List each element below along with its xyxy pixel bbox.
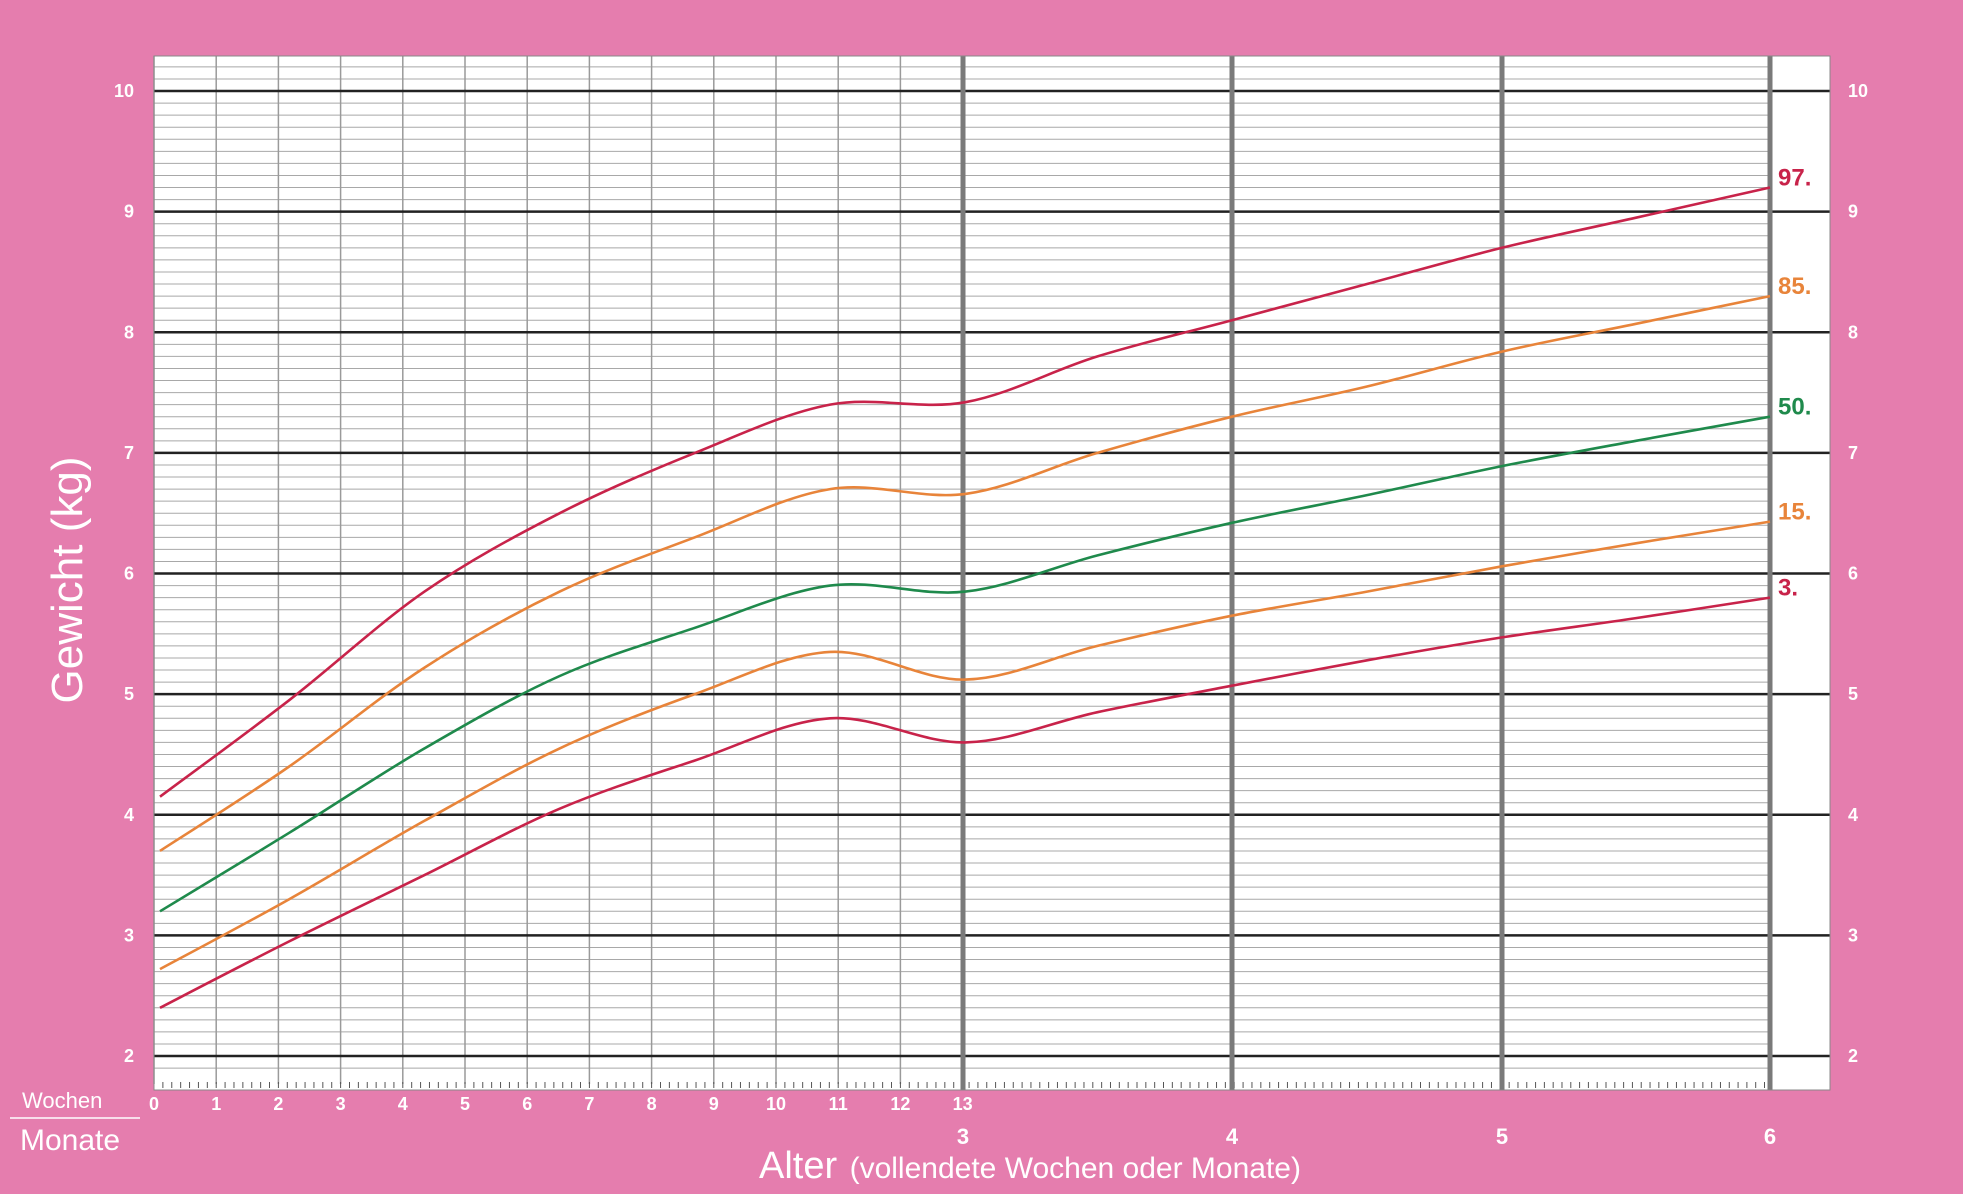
percentile-curves	[159, 186, 1771, 1009]
week-tick-label: 5	[460, 1094, 470, 1114]
y-tick-label-left: 7	[124, 443, 134, 463]
week-tick-label: 7	[584, 1094, 594, 1114]
week-tick-label: 12	[890, 1094, 910, 1114]
percentile-curve-97	[159, 186, 1771, 798]
y-tick-label-left: 2	[124, 1046, 134, 1066]
y-tick-label-right: 2	[1848, 1046, 1858, 1066]
percentile-label-85: 85.	[1778, 273, 1811, 300]
y-tick-label-left: 6	[124, 564, 134, 584]
percentile-label-3: 3.	[1778, 575, 1798, 602]
y-tick-label-left: 8	[124, 322, 134, 342]
month-tick-label: 4	[1226, 1124, 1239, 1149]
y-tick-label-left: 5	[124, 684, 134, 704]
percentile-curve-3	[159, 596, 1771, 1009]
percentile-label-15: 15.	[1778, 499, 1811, 526]
months-unit-label: Monate	[20, 1124, 120, 1157]
y-tick-label-right: 5	[1848, 684, 1858, 704]
y-tick-label-right: 7	[1848, 443, 1858, 463]
percentile-label-97: 97.	[1778, 165, 1811, 192]
week-tick-label: 2	[273, 1094, 283, 1114]
grid	[153, 55, 1831, 1091]
y-tick-label-right: 10	[1848, 81, 1868, 101]
month-tick-label: 3	[957, 1124, 969, 1149]
percentile-curve-85	[159, 294, 1771, 852]
y-tick-label-right: 4	[1848, 805, 1858, 825]
week-tick-label: 9	[709, 1094, 719, 1114]
y-tick-label-left: 10	[114, 81, 134, 101]
y-tick-label-left: 3	[124, 925, 134, 945]
percentile-label-50: 50.	[1778, 394, 1811, 421]
y-tick-label-right: 6	[1848, 564, 1858, 584]
x-axis-label: Alter (vollendete Wochen oder Monate)	[759, 1145, 1301, 1187]
plot-border	[153, 55, 1831, 1091]
y-axis-label: Gewicht (kg)	[43, 457, 92, 704]
percentile-curve-15	[159, 520, 1771, 971]
week-tick-label: 4	[398, 1094, 408, 1114]
y-tick-label-left: 9	[124, 202, 134, 222]
percentile-curve-50	[159, 415, 1771, 913]
month-tick-label: 6	[1764, 1124, 1776, 1149]
week-tick-label: 10	[766, 1094, 786, 1114]
x-axis-label-main: Alter	[759, 1145, 837, 1187]
weeks-unit-label: Wochen	[22, 1088, 102, 1113]
week-tick-label: 1	[211, 1094, 221, 1114]
x-axis-label-sub: (vollendete Wochen oder Monate)	[850, 1152, 1301, 1185]
week-tick-label: 8	[647, 1094, 657, 1114]
week-tick-label: 3	[336, 1094, 346, 1114]
week-tick-label: 0	[149, 1094, 159, 1114]
week-tick-label: 11	[829, 1094, 848, 1114]
y-tick-label-right: 9	[1848, 202, 1858, 222]
y-tick-label-right: 8	[1848, 322, 1858, 342]
y-tick-label-right: 3	[1848, 925, 1858, 945]
month-tick-label: 5	[1496, 1124, 1508, 1149]
y-tick-label-left: 4	[124, 805, 134, 825]
week-tick-label: 13	[953, 1094, 973, 1114]
week-tick-label: 6	[522, 1094, 532, 1114]
